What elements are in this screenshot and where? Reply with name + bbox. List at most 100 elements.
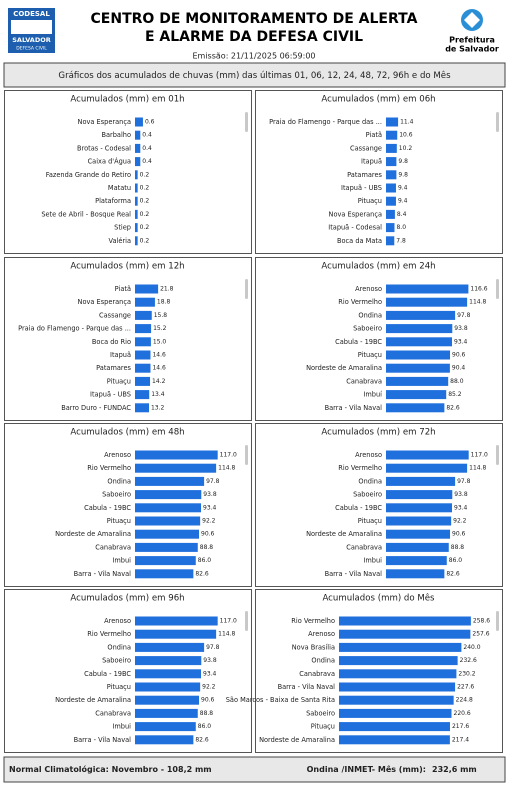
category-label: Barra - Vila Naval — [74, 570, 132, 578]
value-label: 93.4 — [454, 338, 468, 345]
bar — [386, 516, 452, 526]
bar — [386, 403, 445, 413]
bar — [339, 708, 452, 718]
value-label: 114.8 — [218, 631, 235, 638]
category-label: Praia do Flamengo - Parque das ... — [269, 118, 382, 126]
category-label: Nova Brasília — [292, 643, 335, 651]
value-label: 217.4 — [452, 736, 469, 743]
chart-panel: Acumulados (mm) do Mês Rio Vermelho 258.6 A… — [226, 589, 503, 753]
scrollbar — [496, 279, 499, 299]
category-label: Imbui — [112, 557, 131, 565]
category-label: Nordeste de Amaralina — [306, 364, 382, 372]
bar — [386, 376, 449, 386]
value-label: 13.4 — [151, 391, 165, 398]
bar — [135, 682, 201, 692]
category-label: Cabula - 19BC — [84, 670, 131, 678]
value-label: 97.8 — [206, 478, 220, 485]
value-label: 232.6 — [460, 657, 477, 664]
bar — [135, 209, 138, 219]
category-label: Canabrava — [95, 543, 131, 551]
category-label: Arenoso — [355, 285, 382, 293]
category-label: Imbuí — [363, 391, 382, 399]
category-label: Sete de Abril - Bosque Real — [41, 210, 131, 218]
value-label: 116.6 — [470, 286, 487, 293]
bar — [386, 143, 397, 153]
value-label: 227.6 — [457, 684, 474, 691]
value-label: 93.4 — [454, 504, 468, 511]
bar — [386, 157, 397, 167]
chart-panel: Acumulados (mm) em 06h Praia do Flamengo … — [255, 90, 503, 254]
value-label: 114.8 — [218, 465, 235, 472]
category-label: Saboeiro — [353, 325, 382, 333]
header-title: CENTRO DE MONITORAMENTO DE ALERTA — [91, 11, 418, 27]
bar — [386, 463, 468, 473]
chart-title: Acumulados (mm) do Mês — [322, 593, 435, 604]
value-label: 14.6 — [152, 365, 166, 372]
chart-panel: Acumulados (mm) em 12h Piatã 21.8 Nova Espe… — [4, 257, 252, 421]
category-label: Ondina — [358, 311, 382, 319]
value-label: 88.0 — [450, 378, 464, 385]
bar — [135, 130, 141, 140]
bar — [135, 337, 151, 347]
category-label: Nordeste de Amaralina — [55, 530, 131, 538]
category-label: Saboeiro — [306, 709, 335, 717]
value-label: 9.4 — [398, 185, 408, 192]
value-label: 10.2 — [399, 145, 413, 152]
bar — [135, 542, 198, 552]
category-label: Barbalho — [101, 131, 131, 139]
value-label: 90.6 — [201, 697, 215, 704]
category-label: Cabula - 19BC — [84, 504, 131, 512]
chart-title: Acumulados (mm) em 48h — [70, 428, 184, 438]
value-label: 14.6 — [152, 352, 166, 359]
value-label: 0.4 — [142, 158, 152, 165]
logo-text: Prefeitura — [449, 36, 495, 45]
value-label: 93.4 — [203, 670, 217, 677]
logo-text: de Salvador — [445, 45, 499, 54]
chart-title: Acumulados (mm) em 96h — [70, 594, 184, 604]
bar — [135, 656, 202, 666]
category-label: Rio Vermelho — [338, 298, 382, 306]
category-label: Praia do Flamengo - Parque das ... — [18, 325, 131, 333]
category-label: Imbui — [363, 557, 382, 565]
value-label: 82.6 — [195, 570, 209, 577]
value-label: 0.4 — [142, 132, 152, 139]
category-label: Canabrava — [346, 377, 382, 385]
bar — [386, 390, 447, 400]
category-label: Pituaçu — [107, 683, 131, 691]
bar — [386, 297, 468, 307]
value-label: 82.6 — [195, 736, 209, 743]
bar — [339, 616, 471, 626]
bar — [135, 490, 202, 500]
value-label: 0.6 — [145, 119, 155, 126]
category-label: Rio Vermelho — [87, 630, 131, 638]
bar — [135, 616, 218, 626]
scrollbar — [496, 611, 499, 631]
category-label: Barra - Vila Naval — [325, 404, 383, 412]
category-label: Nordeste de Amaralina — [55, 696, 131, 704]
category-label: Arenoso — [104, 617, 131, 625]
bar — [386, 450, 469, 460]
category-label: Barra - Vila Naval — [325, 570, 383, 578]
category-label: Piatã — [366, 131, 382, 139]
bar — [135, 324, 152, 334]
value-label: 0.2 — [140, 211, 150, 218]
header-title: E ALARME DA DEFESA CIVIL — [145, 29, 363, 45]
bar — [339, 669, 457, 679]
value-label: 8.4 — [397, 211, 407, 218]
bar — [135, 695, 200, 705]
bar — [135, 284, 159, 294]
category-label: Arenoso — [308, 630, 335, 638]
category-label: Patamares — [96, 364, 131, 372]
bar — [386, 170, 397, 180]
bar — [386, 529, 451, 539]
bar — [135, 350, 151, 360]
value-label: 8.0 — [396, 224, 406, 231]
category-label: Canabrava — [346, 543, 382, 551]
category-label: Nordeste de Amaralina — [306, 530, 382, 538]
value-label: 240.0 — [463, 644, 480, 651]
bar — [135, 403, 149, 413]
bar — [386, 130, 398, 140]
value-label: 97.8 — [457, 478, 471, 485]
category-label: Ondina — [311, 657, 335, 665]
